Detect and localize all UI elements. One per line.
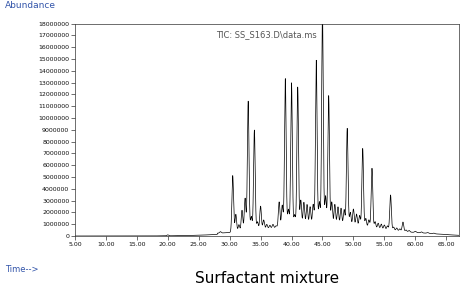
Text: Time-->: Time--> bbox=[5, 266, 38, 275]
Text: TIC: SS_S163.D\data.ms: TIC: SS_S163.D\data.ms bbox=[216, 30, 317, 39]
Text: Abundance: Abundance bbox=[5, 1, 56, 11]
Text: Surfactant mixture: Surfactant mixture bbox=[195, 271, 339, 286]
